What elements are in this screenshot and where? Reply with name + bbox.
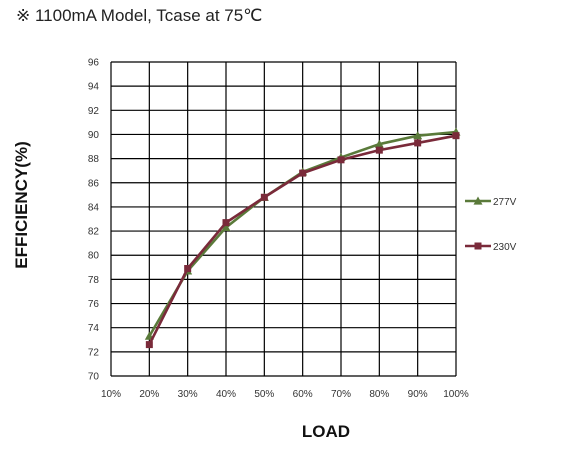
y-tick-label: 82 [88,227,100,238]
legend: 277V 230V [465,196,517,253]
x-tick-label: 60% [293,389,313,400]
x-tick-label: 80% [369,389,389,400]
y-tick-label: 74 [88,323,100,334]
x-tick-label: 70% [331,389,351,400]
x-tick-label: 50% [254,389,274,400]
grid-lines [110,61,457,377]
x-axis-title: LOAD [302,422,350,441]
x-tick-label: 20% [139,389,159,400]
data-point-230V [260,193,268,201]
y-tick-label: 72 [88,347,100,358]
y-tick-labels: 70 72 74 76 78 80 82 84 86 88 90 92 94 96 [88,58,100,383]
data-point-230V [452,132,460,140]
data-point-230V [299,169,307,177]
legend-label-230V: 230V [493,242,517,253]
legend-label-277V: 277V [493,197,517,208]
y-tick-label: 70 [88,372,100,383]
x-tick-label: 90% [408,389,428,400]
data-point-230V [184,265,192,273]
data-point-277V [413,131,423,140]
y-tick-label: 92 [88,106,100,117]
y-tick-label: 86 [88,178,100,189]
data-point-277V [374,139,384,148]
data-point-230V [375,146,383,154]
legend-marker-277V [473,196,483,205]
y-tick-label: 88 [88,154,100,165]
legend-marker-230V [474,242,482,250]
data-point-277V [221,222,231,232]
x-tick-label: 100% [443,389,469,400]
data-point-230V [222,219,230,227]
x-tick-labels: 10% 20% 30% 40% 50% 60% 70% 80% 90% 100% [101,389,469,400]
x-tick-label: 40% [216,389,236,400]
y-tick-label: 76 [88,299,100,310]
y-tick-label: 96 [88,58,100,69]
data-point-230V [414,139,422,147]
y-tick-label: 80 [88,251,100,262]
y-tick-label: 94 [88,82,100,93]
y-tick-label: 90 [88,130,100,141]
data-point-230V [337,156,345,164]
data-point-230V [145,341,153,349]
y-tick-label: 78 [88,275,100,286]
y-axis-title: EFFICIENCY(%) [12,141,31,269]
y-tick-label: 84 [88,202,100,213]
chart-title: ※ 1100mA Model, Tcase at 75℃ [16,6,263,25]
x-tick-label: 10% [101,389,121,400]
series-lines [144,127,461,349]
x-tick-label: 30% [178,389,198,400]
